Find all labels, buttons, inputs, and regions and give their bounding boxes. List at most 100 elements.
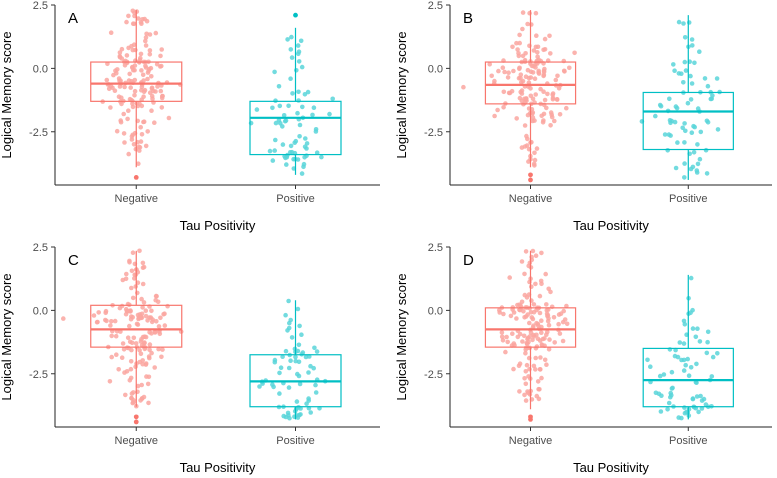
data-point — [145, 381, 151, 387]
data-point — [149, 331, 154, 336]
data-point — [533, 253, 539, 258]
data-point — [527, 334, 532, 339]
data-point — [547, 337, 552, 342]
data-point — [522, 123, 528, 128]
data-point — [148, 315, 154, 320]
data-point — [532, 76, 538, 81]
data-point — [280, 124, 285, 129]
data-point — [530, 337, 535, 343]
data-point — [126, 78, 132, 83]
data-point — [524, 295, 530, 300]
data-point — [305, 89, 311, 95]
data-point — [538, 355, 543, 360]
data-point — [511, 68, 516, 74]
y-axis-title: Logical Memory score — [394, 273, 409, 400]
data-point — [492, 113, 497, 119]
data-point — [508, 313, 514, 319]
data-point — [679, 71, 684, 76]
data-point — [294, 399, 300, 404]
data-point — [653, 390, 659, 396]
iqr-box — [90, 304, 183, 348]
data-point — [531, 332, 536, 338]
data-point — [517, 389, 522, 394]
data-point — [158, 88, 164, 94]
data-point — [283, 414, 289, 420]
data-point — [273, 98, 278, 103]
data-point — [117, 54, 123, 60]
data-point — [510, 44, 515, 50]
data-point — [685, 100, 691, 106]
data-point — [704, 350, 710, 356]
data-point — [499, 330, 505, 335]
data-point — [159, 63, 164, 69]
data-point — [522, 144, 528, 149]
data-point — [127, 339, 133, 345]
data-point — [109, 333, 114, 339]
data-point — [273, 120, 279, 126]
data-point — [517, 331, 523, 337]
data-point — [524, 133, 529, 139]
data-point — [529, 298, 534, 303]
data-point — [313, 129, 319, 134]
data-point — [527, 279, 532, 285]
data-point — [276, 84, 282, 89]
data-point — [533, 355, 538, 361]
data-point — [682, 322, 688, 327]
data-point — [567, 65, 572, 71]
iqr-box — [484, 61, 577, 105]
data-point — [119, 95, 124, 100]
data-point — [293, 138, 299, 144]
data-point — [298, 38, 304, 44]
data-point — [672, 68, 677, 73]
data-point — [156, 329, 162, 335]
x-tick-label-negative: Negative — [115, 193, 158, 205]
data-point — [143, 38, 148, 44]
data-point — [288, 358, 293, 364]
data-point — [543, 271, 548, 277]
data-point — [295, 306, 301, 312]
iqr-box — [90, 61, 183, 102]
data-point — [155, 84, 160, 89]
data-point — [156, 346, 161, 352]
y-axis-title: Logical Memory score — [0, 31, 14, 158]
data-point — [136, 16, 141, 21]
data-point — [515, 47, 520, 52]
data-point — [149, 319, 155, 325]
data-point — [572, 50, 577, 56]
data-point — [548, 51, 553, 56]
data-point — [313, 390, 319, 395]
data-point — [108, 323, 113, 328]
data-point — [705, 329, 711, 335]
data-point — [688, 73, 693, 79]
data-point — [297, 134, 302, 139]
data-point — [254, 107, 260, 112]
data-point — [130, 315, 135, 320]
data-point — [501, 105, 506, 110]
box-positive — [642, 274, 734, 421]
data-point — [539, 330, 544, 336]
data-point — [314, 150, 320, 155]
data-point — [697, 49, 702, 54]
data-point — [653, 113, 658, 119]
data-point — [658, 409, 664, 414]
data-point — [552, 340, 557, 345]
box-positive — [249, 298, 342, 421]
data-point — [131, 142, 137, 147]
data-point — [141, 300, 147, 305]
data-point — [162, 323, 168, 328]
data-point — [131, 335, 137, 341]
data-point — [312, 345, 317, 351]
data-point — [307, 354, 312, 359]
data-point — [536, 386, 541, 392]
data-point — [117, 78, 122, 83]
data-point — [533, 10, 539, 16]
data-point — [289, 55, 295, 60]
data-point — [527, 345, 533, 351]
data-point — [522, 392, 527, 398]
data-point — [295, 110, 300, 116]
x-tick-label-positive: Positive — [276, 435, 315, 447]
data-point — [286, 385, 292, 390]
data-point — [673, 104, 679, 109]
data-point — [679, 357, 684, 363]
